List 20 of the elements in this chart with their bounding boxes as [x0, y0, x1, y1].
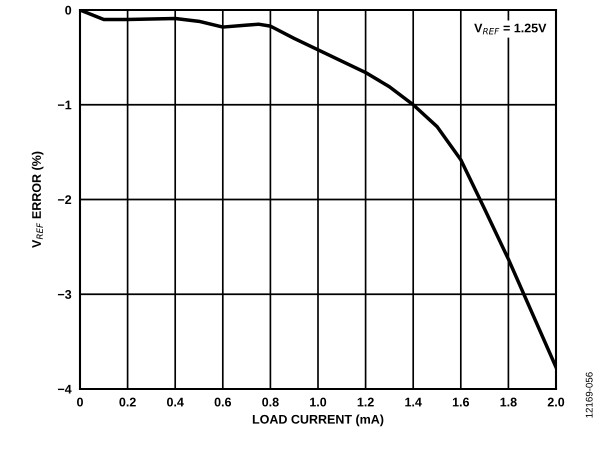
x-tick-label: 0.4: [167, 398, 184, 407]
x-tick-label: 1.6: [452, 398, 470, 407]
x-tick-label: 2.0: [548, 398, 564, 407]
x-tick-label: 0: [77, 398, 83, 407]
x-tick-label: 1.8: [500, 398, 517, 407]
x-tick-label: 1.4: [405, 398, 422, 406]
x-tick-label: 0.2: [119, 398, 136, 407]
y-tick-label: −4: [58, 384, 72, 394]
x-axis-title: LOAD CURRENT (mA): [252, 414, 384, 426]
y-tick-label: −2: [58, 195, 72, 204]
annotation: V$_{REF}$ = 1.25V: [474, 24, 546, 34]
x-tick-label: 0.6: [214, 398, 232, 407]
y-axis-title: V$_{REF}$ ERROR (%): [32, 152, 44, 248]
x-tick-label: 1.0: [310, 398, 326, 407]
x-tick-label: 1.2: [358, 398, 374, 406]
y-tick-label: 0: [65, 6, 72, 15]
y-tick-label: −3: [58, 290, 72, 299]
text: 12169-056: [586, 372, 593, 418]
x-tick-label: 0.8: [262, 398, 279, 407]
y-tick-label: −1: [58, 100, 72, 110]
